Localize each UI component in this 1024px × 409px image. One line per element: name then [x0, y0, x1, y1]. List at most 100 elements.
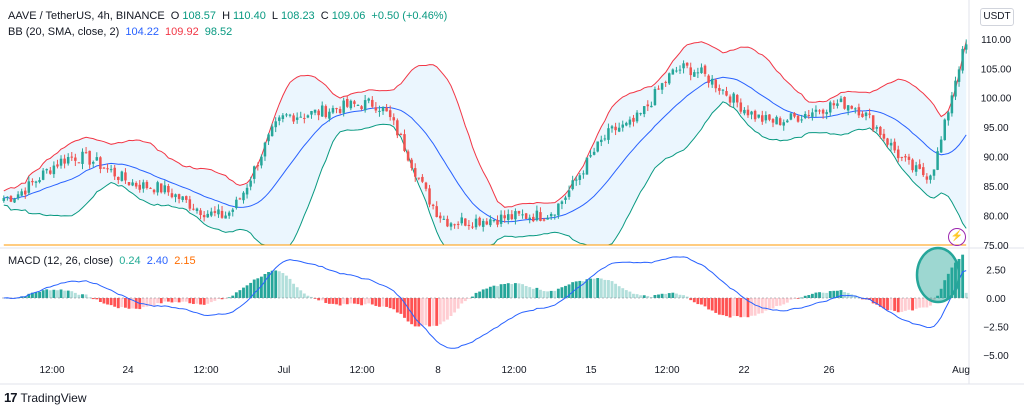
histogram-bar	[392, 298, 396, 310]
histogram-bar	[363, 298, 367, 305]
candle-body	[188, 199, 192, 209]
candle-body	[603, 138, 607, 140]
candle-body	[811, 112, 814, 117]
candle-body	[464, 218, 467, 226]
candle-body	[746, 109, 750, 116]
histogram-bar	[199, 298, 202, 305]
currency-button[interactable]: USDT	[980, 8, 1014, 26]
bb-legend[interactable]: BB (20, SMA, close, 2) 104.22 109.92 98.…	[8, 26, 235, 38]
histogram-bar	[925, 298, 929, 308]
candle-body	[671, 69, 675, 75]
candle-body	[170, 193, 174, 198]
histogram-bar	[621, 288, 625, 298]
histogram-bar	[564, 285, 567, 298]
histogram-bar	[556, 288, 560, 298]
histogram-bar	[664, 293, 668, 298]
histogram-bar	[954, 262, 957, 298]
candle-body	[814, 109, 818, 112]
time-tick-label: 12:00	[654, 365, 679, 376]
histogram-bar	[48, 290, 52, 298]
histogram-bar	[764, 298, 768, 311]
histogram-bar	[682, 295, 685, 298]
histogram-bar	[771, 298, 775, 309]
histogram-bar	[835, 290, 839, 298]
candle-body	[510, 214, 514, 220]
candle-body	[195, 208, 199, 211]
candle-body	[771, 119, 775, 123]
histogram-bar	[456, 298, 460, 309]
histogram-bar	[324, 298, 328, 303]
candle-body	[707, 75, 710, 83]
candle-body	[879, 126, 882, 135]
candle-body	[821, 109, 825, 114]
candle-body	[521, 214, 524, 216]
candle-body	[66, 157, 70, 164]
candle-body	[263, 142, 267, 157]
candle-body	[700, 67, 703, 74]
candle-body	[592, 151, 596, 155]
candle-body	[120, 171, 124, 181]
histogram-bar	[581, 281, 585, 298]
histogram-bar	[84, 294, 88, 298]
histogram-bar	[295, 287, 299, 298]
candle-body	[256, 165, 260, 167]
histogram-bar	[131, 298, 135, 309]
symbol-legend: AAVE / TetherUS, 4h, BINANCE O 108.57 H 11…	[8, 10, 450, 22]
branding-label: TradingView	[20, 390, 87, 405]
histogram-bar	[567, 284, 571, 298]
price-tick-label: 75.00	[983, 241, 1008, 252]
branding[interactable]: 17 TradingView	[4, 390, 87, 405]
candle-body	[13, 198, 16, 203]
histogram-bar	[750, 298, 753, 316]
histogram-bar	[807, 295, 811, 298]
histogram-bar	[30, 292, 34, 298]
candle-body	[152, 189, 156, 193]
histogram-bar	[134, 298, 138, 309]
candle-body	[904, 156, 907, 158]
candle-body	[471, 226, 474, 228]
histogram-bar	[66, 290, 70, 298]
histogram-bar	[929, 298, 932, 306]
histogram-bar	[81, 294, 84, 298]
histogram-bar	[159, 298, 163, 304]
candle-body	[492, 219, 496, 222]
candle-body	[77, 162, 81, 164]
candle-body	[363, 100, 367, 111]
histogram-bar	[674, 293, 678, 298]
candle-body	[428, 188, 431, 205]
candle-body	[957, 69, 961, 82]
high-label: H	[222, 10, 231, 22]
candle-body	[481, 220, 485, 227]
candle-body	[396, 120, 399, 136]
histogram-bar	[735, 298, 739, 317]
candle-body	[635, 112, 639, 122]
candle-body	[274, 121, 277, 128]
flash-icon[interactable]: ⚡	[948, 228, 966, 246]
histogram-bar	[224, 298, 228, 299]
candle-body	[743, 109, 746, 114]
candle-body	[922, 167, 925, 176]
candle-body	[310, 111, 313, 115]
histogram-bar	[517, 283, 521, 298]
candle-body	[56, 164, 59, 167]
candle-body	[374, 107, 378, 111]
histogram-bar	[671, 292, 675, 298]
candle-body	[825, 112, 828, 115]
candle-body	[6, 196, 9, 198]
histogram-bar	[574, 281, 578, 298]
macd-legend[interactable]: MACD (12, 26, close) 0.24 2.40 2.15	[8, 255, 199, 267]
candle-body	[95, 157, 99, 161]
candle-body	[800, 119, 803, 121]
histogram-bar	[399, 298, 403, 314]
histogram-bar	[889, 298, 893, 311]
candle-body	[320, 105, 324, 117]
candle-body	[74, 157, 77, 161]
candle-body	[718, 88, 721, 91]
histogram-bar	[524, 285, 528, 298]
histogram-bar	[918, 298, 922, 308]
histogram-bar	[578, 280, 582, 298]
time-tick-label: 8	[435, 365, 441, 376]
tradingview-logo-icon: 17	[4, 390, 18, 405]
